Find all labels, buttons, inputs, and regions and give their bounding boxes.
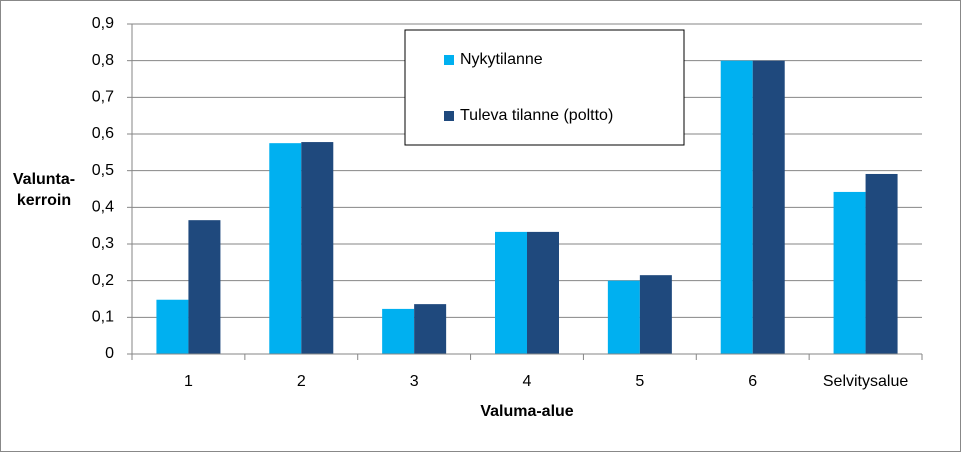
bar — [301, 142, 334, 354]
y-axis-label: Valunta- — [13, 171, 75, 188]
y-tick-label: 0,8 — [92, 52, 114, 69]
x-tick-label: 2 — [297, 373, 306, 390]
y-tick-label: 0,4 — [92, 199, 114, 216]
bar — [495, 231, 527, 354]
legend-label: Nykytilanne — [460, 51, 543, 68]
y-axis-label: kerroin — [17, 192, 71, 209]
bar — [833, 191, 866, 354]
bar — [752, 60, 785, 355]
bar — [156, 299, 189, 354]
x-tick-label: 1 — [184, 373, 193, 390]
bar — [639, 275, 672, 354]
y-tick-label: 0,3 — [92, 235, 114, 252]
legend-label: Tuleva tilanne (poltto) — [460, 107, 613, 124]
bar — [414, 304, 447, 354]
bar — [527, 231, 559, 354]
legend-swatch — [444, 111, 454, 121]
bar — [382, 308, 415, 354]
bar — [720, 60, 753, 355]
y-tick-label: 0 — [105, 345, 114, 362]
x-tick-label: 6 — [748, 373, 757, 390]
bar — [865, 173, 898, 354]
bar — [269, 143, 302, 354]
y-tick-label: 0,7 — [92, 89, 114, 106]
x-tick-label: 5 — [635, 373, 644, 390]
x-tick-label: 3 — [410, 373, 419, 390]
x-tick-label: Selvitysalue — [823, 373, 908, 390]
y-tick-label: 0,2 — [92, 272, 114, 289]
y-tick-label: 0,9 — [92, 15, 114, 32]
x-axis-label: Valuma-alue — [480, 403, 573, 420]
bar — [607, 280, 640, 354]
bar — [188, 220, 221, 354]
legend-swatch — [444, 55, 454, 65]
y-tick-label: 0,6 — [92, 125, 114, 142]
y-tick-label: 0,1 — [92, 309, 114, 326]
x-tick-label: 4 — [523, 373, 532, 390]
y-tick-label: 0,5 — [92, 162, 114, 179]
legend-box — [404, 29, 685, 146]
